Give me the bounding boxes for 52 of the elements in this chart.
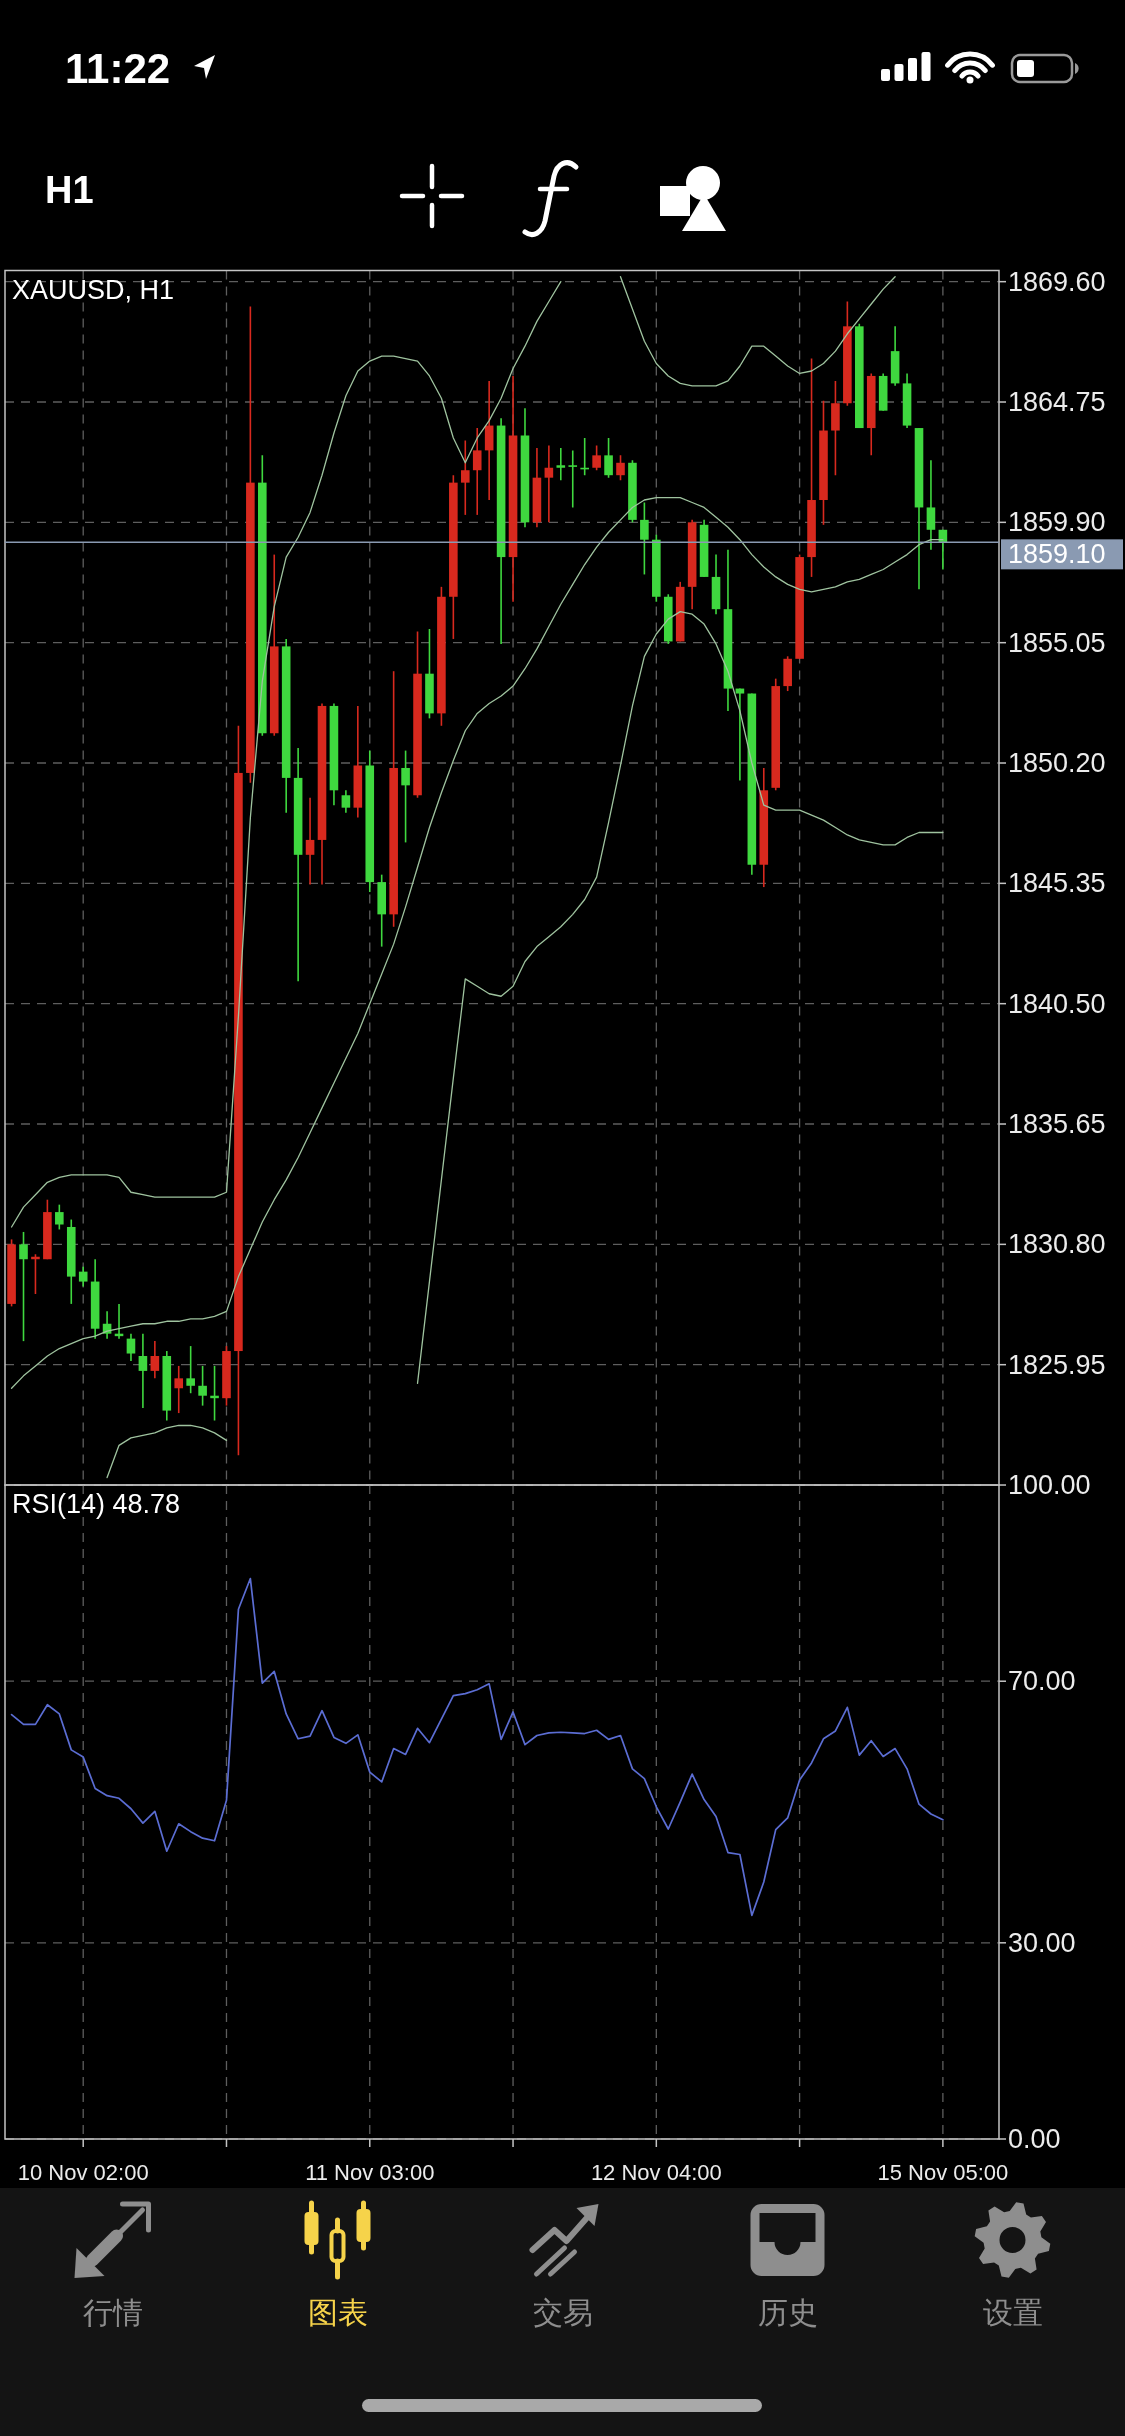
y-tick-label: 1830.80 xyxy=(1008,1229,1106,1260)
candlestick xyxy=(735,687,745,782)
candlestick xyxy=(198,1365,207,1407)
x-tick-label: 10 Nov 02:00 xyxy=(17,2159,149,2185)
candlestick xyxy=(640,501,649,576)
y-tick-label: 1840.50 xyxy=(1008,988,1106,1019)
y-tick-label: 1845.35 xyxy=(1008,868,1106,899)
candlestick xyxy=(568,449,578,509)
text: H1 xyxy=(45,169,94,211)
candlestick xyxy=(401,749,410,844)
chart-title: XAUUSD, H1 xyxy=(12,274,175,305)
ref-line-label: 1859.10 xyxy=(1008,539,1106,570)
text: 历史 xyxy=(757,2295,818,2329)
line-series xyxy=(10,1577,944,1917)
candlestick xyxy=(926,459,936,551)
text: 图表 xyxy=(307,2295,368,2329)
y-tick-label: 1825.95 xyxy=(1008,1349,1106,1380)
candlestick xyxy=(138,1332,148,1409)
candlestick xyxy=(19,1231,28,1342)
candlestick xyxy=(341,789,351,814)
y-tick-label: 1864.75 xyxy=(1008,387,1106,417)
candlestick xyxy=(174,1365,184,1414)
x-tick-label: 11 Nov 03:00 xyxy=(305,2159,435,2185)
candlestick xyxy=(472,427,482,516)
x-tick-label: 12 Nov 04:00 xyxy=(590,2159,722,2185)
y-tick-label: 1835.65 xyxy=(1008,1109,1106,1140)
candlestick xyxy=(186,1345,195,1395)
candlestick xyxy=(126,1332,136,1362)
y-tick-label: 1855.05 xyxy=(1008,627,1106,658)
candlestick xyxy=(544,444,554,524)
candlestick xyxy=(78,1265,88,1288)
text: 交易 xyxy=(532,2295,593,2329)
candlestick xyxy=(55,1203,64,1231)
y-tick-label: 70.00 xyxy=(1008,1666,1076,1697)
y-tick-label: 1869.60 xyxy=(1008,266,1106,297)
candlestick xyxy=(305,796,315,886)
text: 11:22 xyxy=(65,44,171,92)
y-tick-label: 30.00 xyxy=(1008,1927,1076,1958)
y-tick-label: 1859.90 xyxy=(1008,507,1106,538)
candlestick xyxy=(592,444,601,472)
candlestick xyxy=(150,1340,160,1380)
candlestick xyxy=(604,437,613,479)
text: 行情 xyxy=(82,2295,143,2329)
candlestick xyxy=(556,447,566,481)
y-tick-label: 1850.20 xyxy=(1008,748,1106,779)
chart-title: RSI(14) 48.78 xyxy=(12,1489,181,1520)
x-tick-label: 15 Nov 05:00 xyxy=(877,2159,1009,2185)
candlestick xyxy=(460,439,470,516)
candlestick xyxy=(616,454,625,481)
y-tick-label: 100.00 xyxy=(1008,1470,1091,1501)
text: 设置 xyxy=(982,2295,1043,2329)
y-tick-label: 0.00 xyxy=(1008,2124,1061,2154)
